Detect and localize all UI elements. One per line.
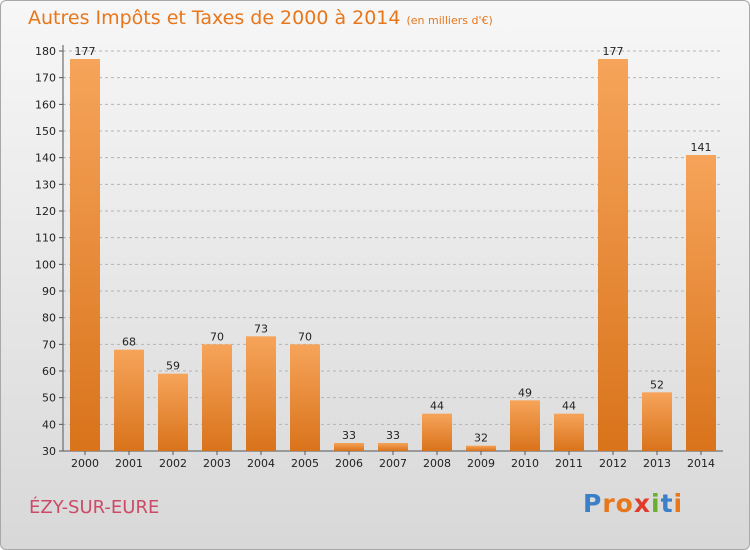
y-tick-label: 30 [42,445,56,458]
bar [158,373,188,451]
x-tick-label: 2011 [555,457,583,470]
logo-letter: i [673,489,684,518]
x-tick-label: 2007 [379,457,407,470]
logo-letter: i [651,489,661,518]
location-name: ÉZY-SUR-EURE [29,497,160,518]
y-tick-label: 90 [42,285,56,298]
bar [510,400,540,451]
data-label: 32 [474,432,488,445]
bar [378,443,408,451]
logo-letter: t [660,489,674,518]
y-tick-label: 150 [35,125,56,138]
bar [642,392,672,451]
bar [202,344,232,451]
x-tick-label: 2001 [115,457,143,470]
bar [554,413,584,451]
bar [246,336,276,451]
x-tick-label: 2004 [247,457,275,470]
data-label: 33 [342,429,356,442]
bar [70,59,100,451]
logo-letter: P [583,489,603,518]
x-tick-label: 2003 [203,457,231,470]
bar [114,349,144,451]
y-tick-label: 170 [35,72,56,85]
x-tick-label: 2000 [71,457,99,470]
data-label: 73 [254,322,268,335]
bar [598,59,628,451]
logo-letter: o [615,489,634,518]
data-label: 52 [650,378,664,391]
logo-letter: x [633,489,651,518]
proxiti-logo: Proxiti [583,489,683,518]
title-row: Autres Impôts et Taxes de 2000 à 2014 (en… [28,7,493,29]
bar [422,413,452,451]
chart-title: Autres Impôts et Taxes de 2000 à 2014 [28,7,401,29]
data-label: 59 [166,360,180,373]
y-tick-label: 40 [42,418,56,431]
x-tick-label: 2014 [687,457,715,470]
x-tick-label: 2009 [467,457,495,470]
logo-letter: r [602,489,616,518]
x-tick-label: 2012 [599,457,627,470]
data-label: 44 [562,400,576,413]
x-tick-label: 2013 [643,457,671,470]
bar [466,445,496,451]
data-label: 70 [210,330,224,343]
x-tick-label: 2006 [335,457,363,470]
data-label: 44 [430,400,444,413]
data-label: 177 [75,45,96,58]
x-tick-label: 2002 [159,457,187,470]
y-tick-label: 160 [35,98,56,111]
data-label: 49 [518,386,532,399]
chart-unit: (en milliers d'€) [406,14,493,27]
y-tick-label: 180 [35,45,56,58]
y-tick-label: 80 [42,312,56,325]
data-label: 70 [298,330,312,343]
y-tick-label: 120 [35,205,56,218]
y-tick-label: 100 [35,258,56,271]
x-tick-label: 2005 [291,457,319,470]
y-tick-label: 130 [35,178,56,191]
y-tick-label: 140 [35,152,56,165]
data-label: 33 [386,429,400,442]
bar [686,155,716,451]
bar [334,443,364,451]
y-tick-label: 110 [35,232,56,245]
data-label: 68 [122,336,136,349]
y-tick-label: 50 [42,392,56,405]
data-label: 177 [603,45,624,58]
y-tick-label: 60 [42,365,56,378]
x-tick-label: 2008 [423,457,451,470]
data-label: 141 [691,141,712,154]
y-tick-label: 70 [42,338,56,351]
x-tick-label: 2010 [511,457,539,470]
bar [290,344,320,451]
